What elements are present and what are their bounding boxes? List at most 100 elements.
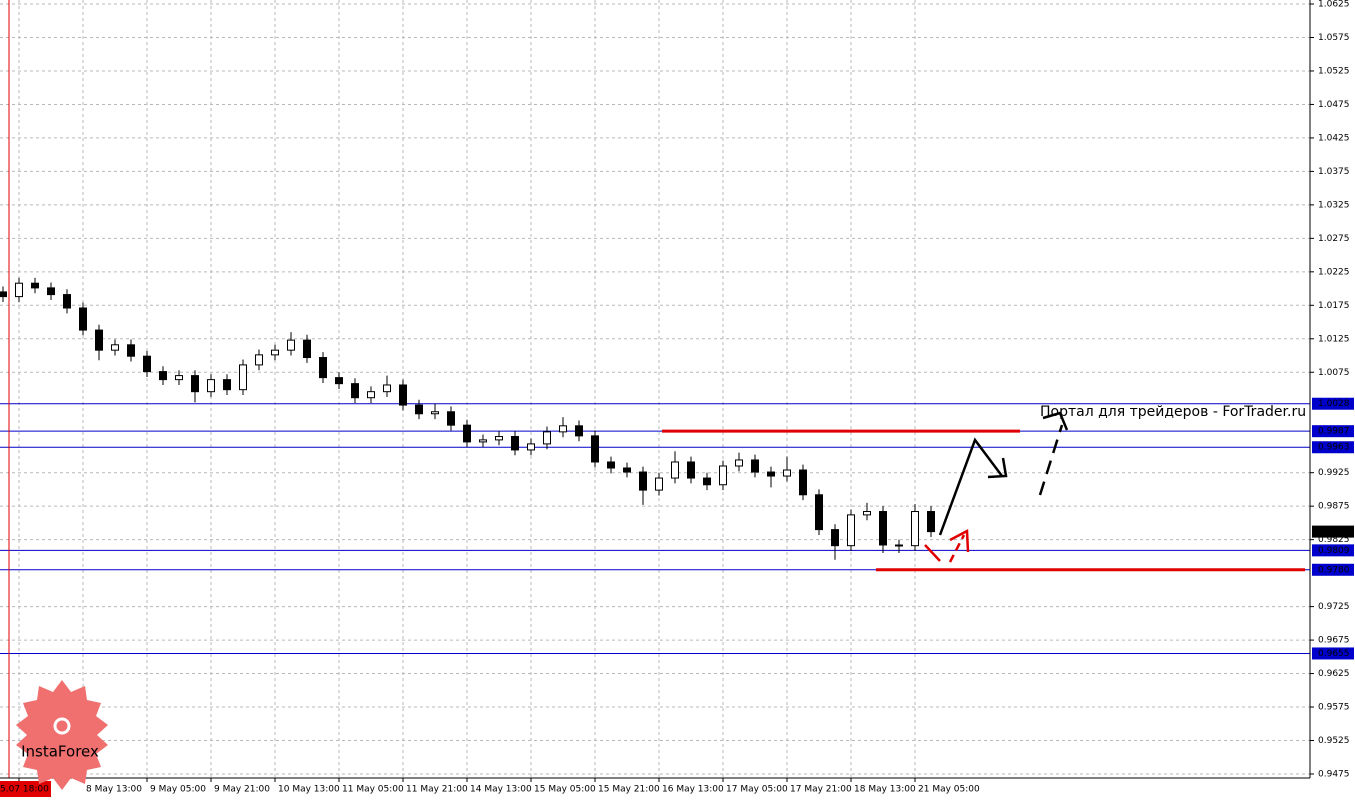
y-tick-label: 0.9475 xyxy=(1318,769,1350,779)
y-tick-label: 1.0325 xyxy=(1318,200,1350,210)
y-tick-label: 0.9575 xyxy=(1318,703,1350,713)
logo-text: InstaForex xyxy=(21,743,99,761)
candle-body xyxy=(399,384,407,406)
y-tick-label: 1.0575 xyxy=(1318,33,1350,43)
x-tick-label: 17 May 21:00 xyxy=(790,785,852,795)
candle-body xyxy=(607,461,615,469)
x-tick-label: 11 May 21:00 xyxy=(406,785,468,795)
candle-body xyxy=(159,371,167,381)
x-tick-label: 11 May 05:00 xyxy=(342,785,404,795)
candle-body xyxy=(687,461,695,479)
candle-body xyxy=(415,404,423,415)
candle-body xyxy=(847,514,855,547)
x-tick-label: 14 May 13:00 xyxy=(470,785,532,795)
candle-body xyxy=(271,349,279,356)
x-tick-label: 10 May 13:00 xyxy=(278,785,340,795)
candle-body xyxy=(175,375,183,381)
candle-body xyxy=(111,344,119,351)
candle-body xyxy=(367,391,375,399)
red-arrow xyxy=(948,534,966,563)
forecast-arrows xyxy=(924,411,1069,563)
y-tick-label: 1.0625 xyxy=(1318,0,1350,10)
candle-body xyxy=(655,477,663,491)
x-tick-label: 18 May 13:00 xyxy=(854,785,916,795)
candle-body xyxy=(239,364,247,391)
level-label: 0.9963 xyxy=(1318,443,1350,453)
candles xyxy=(0,277,935,560)
logo: InstaForex xyxy=(16,680,108,790)
x-tick-label: 9 May 05:00 xyxy=(150,785,206,795)
logo-badge xyxy=(16,680,108,790)
y-tick-label: 1.0525 xyxy=(1318,66,1350,76)
candle-body xyxy=(95,329,103,351)
candle-body xyxy=(447,411,455,426)
candle-body xyxy=(799,469,807,496)
candle-body xyxy=(511,436,519,451)
candle-body xyxy=(879,511,887,546)
candle-body xyxy=(479,439,487,443)
candle-body xyxy=(543,431,551,445)
y-tick-label: 0.9625 xyxy=(1318,669,1350,679)
y-tick-label: 0.9825 xyxy=(1318,535,1350,545)
y-tick-label: 1.0475 xyxy=(1318,100,1350,110)
grid xyxy=(0,0,1310,778)
candle-body xyxy=(223,379,231,391)
x-tick-label: 15 May 05:00 xyxy=(534,785,596,795)
level-label-box xyxy=(1312,397,1354,410)
x-tick-label: 5.07 18:00 xyxy=(0,785,49,795)
level-label: 0.9987 xyxy=(1318,427,1350,437)
candle-body xyxy=(895,544,903,547)
candle-body xyxy=(47,287,55,296)
level-label: 0.9655 xyxy=(1318,649,1350,659)
candle-body xyxy=(591,435,599,463)
candle-body xyxy=(255,354,263,366)
candle-body xyxy=(335,377,343,385)
candle-body xyxy=(671,461,679,479)
candle-body xyxy=(783,469,791,477)
candle-body xyxy=(383,384,391,393)
candle-body xyxy=(623,467,631,473)
y-tick-label: 0.9725 xyxy=(1318,602,1350,612)
candle-body xyxy=(351,383,359,399)
candle-body xyxy=(15,282,23,298)
candle-body xyxy=(463,424,471,443)
candle-body xyxy=(0,291,7,298)
last-price-box xyxy=(1312,525,1354,538)
x-tick-label: 16 May 13:00 xyxy=(662,785,724,795)
level-label: 0.9780 xyxy=(1318,565,1350,575)
candle-body xyxy=(143,355,151,373)
x-cursor-box xyxy=(0,781,51,797)
dashed-arrow-head xyxy=(1042,411,1069,431)
candle-body xyxy=(495,436,503,441)
y-tick-label: 1.0075 xyxy=(1318,368,1350,378)
candle-body xyxy=(735,459,743,467)
candle-body xyxy=(719,465,727,486)
black-arrow-head xyxy=(987,457,1008,479)
candle-body xyxy=(319,357,327,379)
level-label: 0.9809 xyxy=(1318,546,1350,556)
candle-body xyxy=(927,511,935,533)
y-tick-label: 1.0225 xyxy=(1318,267,1350,277)
candle-body xyxy=(767,471,775,477)
candle-body xyxy=(703,477,711,486)
x-tick-label: 17 May 05:00 xyxy=(726,785,788,795)
candle-body xyxy=(559,425,567,433)
red-arrow-head xyxy=(949,528,970,553)
candle-body xyxy=(831,529,839,547)
candle-body xyxy=(207,379,215,393)
x-tick-label: 21 May 05:00 xyxy=(918,785,980,795)
watermark: Портал для трейдеров - ForTrader.ru xyxy=(1040,404,1306,420)
logo-icon xyxy=(53,717,71,735)
candle-body xyxy=(287,339,295,351)
x-tick-label: 15 May 21:00 xyxy=(598,785,660,795)
level-label: 1.0028 xyxy=(1318,399,1350,409)
y-tick-label: 0.9525 xyxy=(1318,736,1350,746)
x-tick-label: 9 May 21:00 xyxy=(214,785,270,795)
candle-body xyxy=(575,425,583,437)
candle-body xyxy=(639,471,647,491)
y-tick-label: 1.0375 xyxy=(1318,167,1350,177)
candle-body xyxy=(31,282,39,289)
level-label-box xyxy=(1312,647,1354,660)
